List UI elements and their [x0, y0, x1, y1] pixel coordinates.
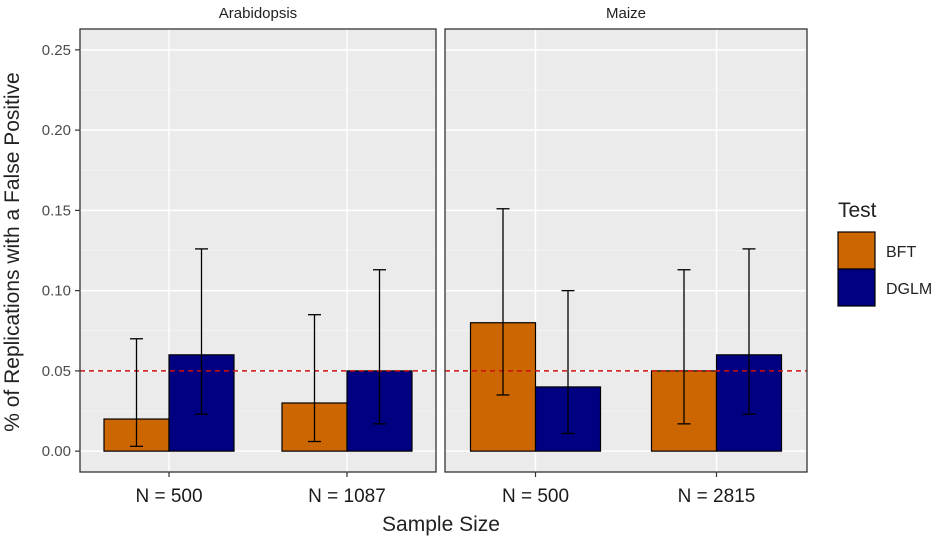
panel-arabidopsis: Arabidopsis N = 500 N = 1087: [79, 0, 437, 507]
error-bar-dglm-2: [742, 248, 756, 415]
y-tick-label: 0.05: [42, 363, 71, 380]
x-tick-label: N = 500: [502, 486, 569, 507]
y-tick-label: 0.00: [42, 443, 71, 460]
error-bar-bft-2: [677, 269, 691, 425]
error-bar-bft-2: [308, 314, 321, 443]
y-tick-label: 0.15: [42, 202, 71, 219]
x-tick-label: N = 500: [135, 486, 202, 507]
legend: Test BFT DGLM: [837, 199, 932, 307]
legend-key-bft: [837, 231, 876, 270]
error-bar-dglm-1: [195, 248, 208, 415]
panel-maize: Maize N = 500 N = 2815: [444, 0, 808, 507]
legend-key-dglm: [837, 268, 876, 307]
panel-border: [444, 28, 808, 473]
x-tick-label: N = 1087: [308, 486, 386, 507]
panel-title: Arabidopsis: [219, 5, 297, 22]
panel-strip: [445, 0, 807, 29]
panel-strip: [80, 0, 436, 29]
legend-label-bft: BFT: [886, 244, 916, 261]
x-axis-title: Sample Size: [382, 513, 500, 536]
y-tick-label: 0.25: [42, 42, 71, 59]
error-bar-bft-1: [496, 208, 510, 396]
error-bar-bft-1: [130, 338, 143, 447]
y-tick-label: 0.10: [42, 283, 71, 300]
panel-border: [79, 28, 437, 473]
y-tick-label: 0.20: [42, 122, 71, 139]
panel-title: Maize: [606, 5, 646, 22]
y-axis-title: % of Replications with a False Positive: [1, 72, 24, 432]
legend-title: Test: [838, 199, 877, 222]
error-bar-dglm-2: [373, 269, 386, 425]
x-tick-label: N = 2815: [678, 486, 756, 507]
error-bar-dglm-1: [561, 289, 575, 435]
legend-label-dglm: DGLM: [886, 281, 932, 298]
